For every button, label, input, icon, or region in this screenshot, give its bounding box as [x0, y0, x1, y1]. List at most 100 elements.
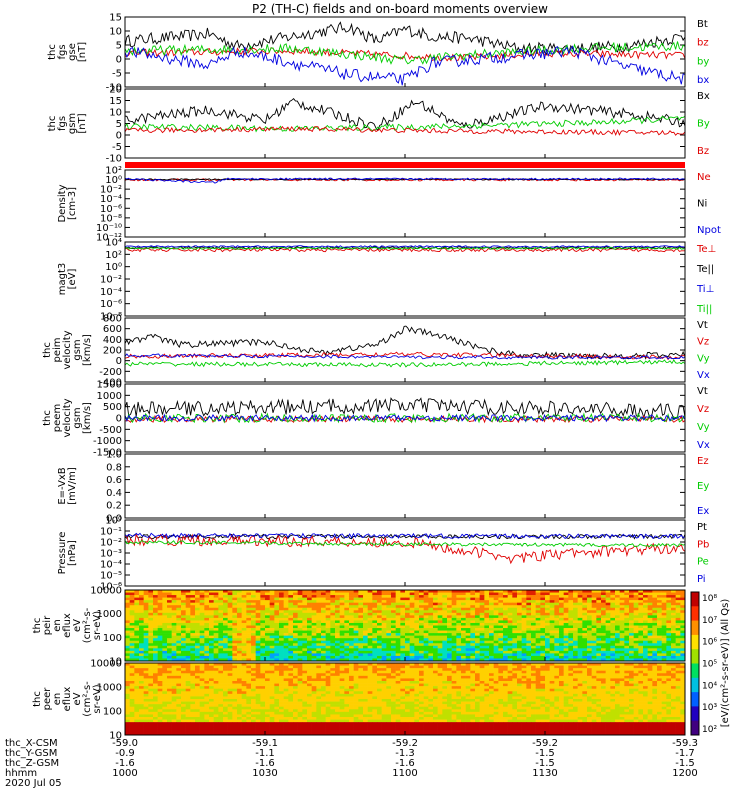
heatmap-cell	[563, 681, 569, 684]
heatmap-cell	[381, 602, 387, 606]
heatmap-cell	[647, 633, 653, 636]
heatmap-cell	[531, 625, 536, 629]
series-line-red	[124, 247, 685, 253]
heatmap-cell	[577, 615, 583, 619]
heatmap-cell	[657, 653, 662, 657]
heatmap-cell	[241, 628, 247, 631]
heatmap-cell	[409, 638, 415, 642]
heatmap-cell	[344, 658, 350, 662]
heatmap-cell	[549, 625, 555, 629]
heatmap-cell	[433, 617, 438, 621]
heatmap-cell	[405, 686, 410, 690]
heatmap-cell	[255, 645, 261, 649]
heatmap-cell	[559, 620, 564, 624]
heatmap-cell	[372, 683, 378, 687]
heatmap-cell	[591, 643, 597, 647]
heatmap-cell	[325, 590, 331, 593]
heatmap-cell	[176, 600, 182, 603]
heatmap-cell	[545, 686, 550, 690]
heatmap-cell	[652, 681, 658, 684]
heatmap-cell	[223, 633, 228, 636]
heatmap-cell	[526, 612, 532, 616]
heatmap-cell	[255, 668, 261, 672]
heatmap-cell	[456, 592, 462, 596]
heatmap-cell	[554, 665, 560, 669]
heatmap-cell	[419, 686, 424, 690]
heatmap-cell	[442, 663, 448, 666]
heatmap-cell	[591, 590, 597, 593]
heatmap-cell	[209, 630, 214, 634]
heatmap-cell	[330, 683, 336, 687]
heatmap-cell	[148, 643, 154, 647]
heatmap-cell	[437, 617, 443, 621]
heatmap-cell	[433, 648, 438, 652]
heatmap-cell	[227, 688, 233, 692]
heatmap-cell	[475, 681, 480, 684]
heatmap-cell	[456, 595, 462, 598]
heatmap-cell	[470, 605, 476, 609]
heatmap-cell	[582, 688, 588, 692]
heatmap-cell	[232, 602, 238, 606]
heatmap-cell	[148, 670, 154, 674]
heatmap-cell	[307, 607, 312, 611]
heatmap-cell	[465, 615, 471, 619]
heatmap-cell	[573, 625, 578, 629]
heatmap-cell	[661, 630, 667, 634]
heatmap-cell	[587, 597, 592, 601]
heatmap-cell	[470, 683, 476, 687]
heatmap-cell	[269, 665, 275, 669]
heatmap-cell	[204, 605, 210, 609]
heatmap-cell	[265, 650, 270, 654]
heatmap-cell	[535, 628, 541, 631]
heatmap-cell	[591, 630, 597, 634]
heatmap-cell	[437, 638, 443, 642]
heatmap-cell	[176, 605, 182, 609]
heatmap-cell	[493, 628, 499, 631]
heatmap-cell	[195, 686, 200, 690]
heatmap-cell	[199, 615, 205, 619]
heatmap-cell	[601, 650, 606, 654]
heatmap-cell	[181, 688, 186, 692]
heatmap-cell	[227, 683, 233, 687]
heatmap-cell	[232, 592, 238, 596]
heatmap-cell	[610, 622, 616, 626]
heatmap-cell	[153, 643, 158, 647]
heatmap-cell	[134, 668, 140, 672]
heatmap-cell	[414, 643, 420, 647]
heatmap-cell	[311, 643, 317, 647]
heatmap-cell	[629, 597, 634, 601]
heatmap-cell	[297, 683, 303, 687]
heatmap-cell	[246, 663, 252, 666]
heatmap-cell	[349, 643, 354, 647]
heatmap-cell	[633, 612, 639, 616]
heatmap-cell	[377, 602, 382, 606]
heatmap-cell	[302, 678, 308, 682]
heatmap-cell	[148, 658, 154, 662]
heatmap-cell	[325, 620, 331, 624]
heatmap-cell	[302, 597, 308, 601]
heatmap-cell	[279, 597, 284, 601]
heatmap-cell	[330, 605, 336, 609]
heatmap-cell	[619, 675, 625, 679]
heatmap-cell	[573, 678, 578, 682]
heatmap-cell	[638, 628, 644, 631]
heatmap-cell	[517, 648, 522, 652]
heatmap-cell	[596, 675, 602, 679]
heatmap-cell	[367, 610, 373, 614]
heatmap-cell	[307, 670, 312, 674]
heatmap-cell	[162, 668, 168, 672]
heatmap-cell	[493, 681, 499, 684]
heatmap-cell	[255, 607, 261, 611]
heatmap-cell	[274, 640, 280, 644]
heatmap-cell	[596, 648, 602, 652]
heatmap-cell	[274, 678, 280, 682]
heatmap-cell	[395, 615, 401, 619]
heatmap-cell	[633, 597, 639, 601]
heatmap-cell	[461, 668, 466, 672]
ylabel-text: [eV]	[67, 269, 78, 290]
ylabel-text: sr-eV)	[92, 684, 103, 713]
heatmap-cell	[311, 605, 317, 609]
heatmap-cell	[531, 595, 536, 598]
heatmap-cell	[554, 668, 560, 672]
heatmap-cell	[279, 610, 284, 614]
